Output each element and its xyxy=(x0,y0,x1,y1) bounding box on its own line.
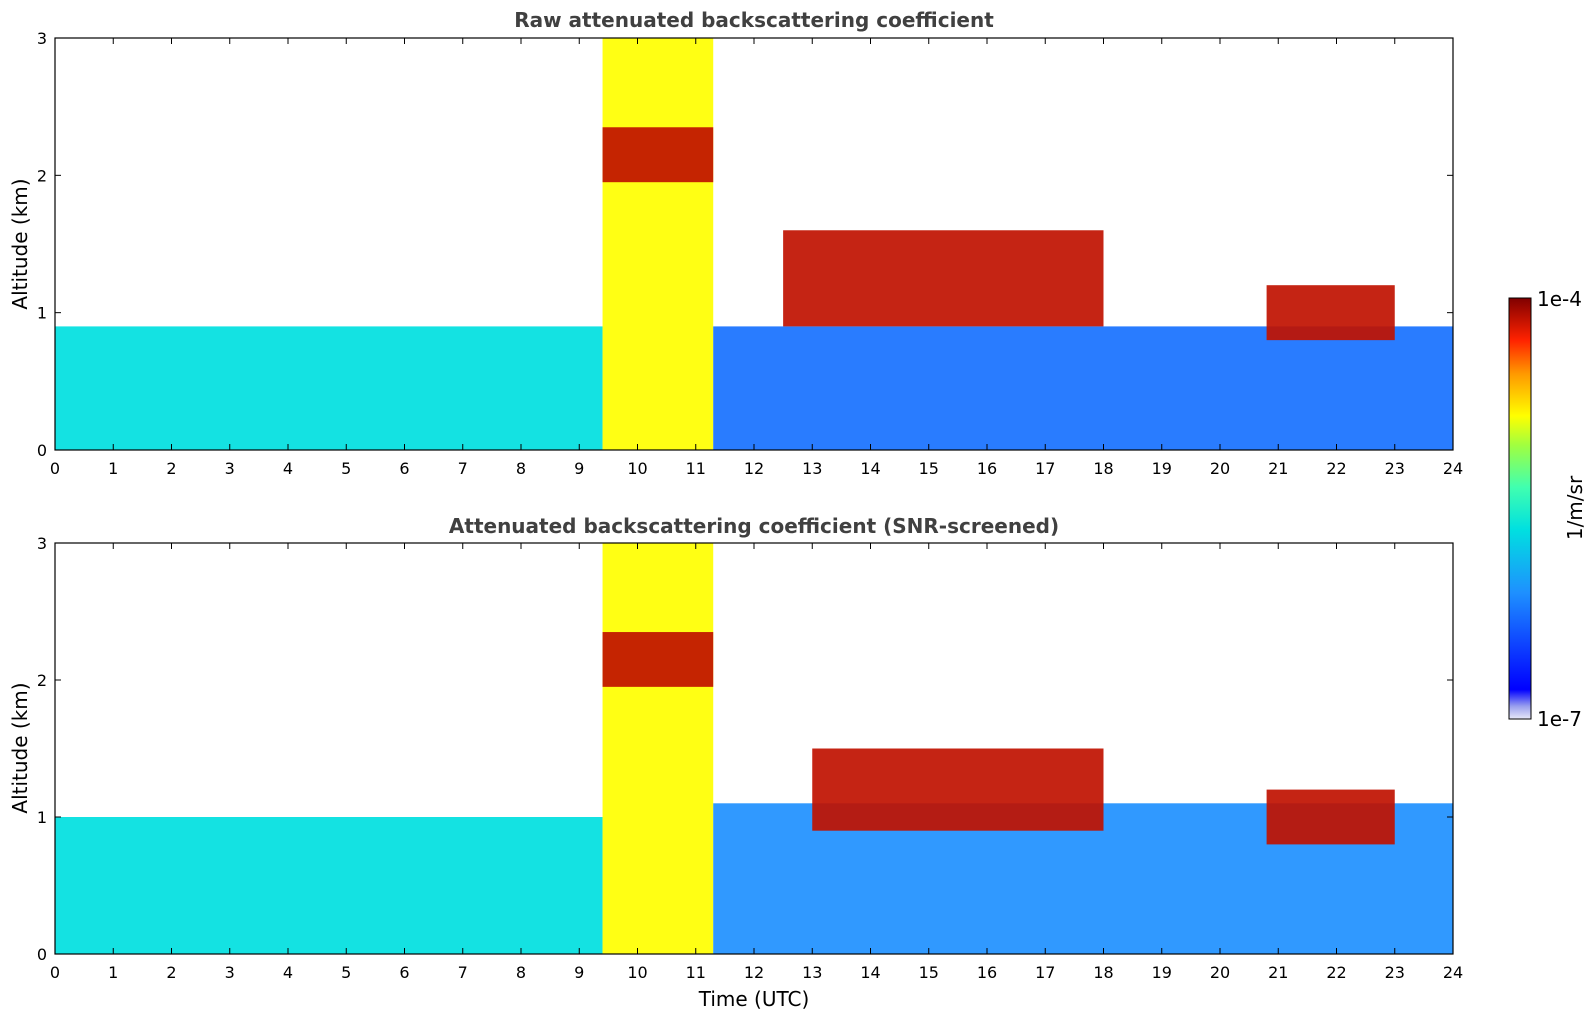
x-tick-label: 1 xyxy=(108,459,118,478)
x-tick-label: 14 xyxy=(860,963,880,982)
x-tick-label: 16 xyxy=(977,459,997,478)
colorbar-gradient xyxy=(1508,297,1532,720)
x-tick-label: 15 xyxy=(919,459,939,478)
x-tick-label: 14 xyxy=(860,459,880,478)
x-tick-label: 11 xyxy=(686,963,706,982)
x-tick-label: 5 xyxy=(341,963,351,982)
y-axis-label: Altitude (km) xyxy=(8,682,32,813)
colorbar-max-label: 1e-4 xyxy=(1537,287,1582,311)
y-tick-label: 0 xyxy=(37,441,47,460)
heatmap-cell xyxy=(812,748,1104,831)
heatmap-cell xyxy=(1266,789,1395,845)
y-tick-label: 2 xyxy=(37,671,47,690)
heatmap-cell xyxy=(55,326,603,450)
x-tick-label: 6 xyxy=(399,459,409,478)
x-tick-label: 6 xyxy=(399,963,409,982)
heatmap-cell xyxy=(1266,285,1395,341)
x-tick-label: 16 xyxy=(977,963,997,982)
raw-backscatter-panel: Raw attenuated backscattering coefficien… xyxy=(8,8,1463,478)
x-tick-label: 3 xyxy=(225,963,235,982)
x-tick-label: 12 xyxy=(744,963,764,982)
x-tick-label: 20 xyxy=(1210,459,1230,478)
x-axis-ticks: 0 1 2 3 4 5 6 7 8 9 10 11 12 13 14 15 16 17 18 19 20 21 22 23 24 xyxy=(50,38,1463,478)
x-tick-label: 7 xyxy=(458,459,468,478)
x-tick-label: 20 xyxy=(1210,963,1230,982)
y-tick-label: 3 xyxy=(37,534,47,553)
x-tick-label: 17 xyxy=(1035,963,1055,982)
x-tick-label: 9 xyxy=(574,459,584,478)
y-tick-label: 2 xyxy=(37,166,47,185)
x-tick-label: 11 xyxy=(686,459,706,478)
heatmap-cell xyxy=(55,817,603,954)
x-tick-label: 24 xyxy=(1443,963,1463,982)
heatmap-cell xyxy=(602,632,714,687)
y-axis-ticks: 0 1 2 3 xyxy=(37,29,1453,460)
x-tick-label: 13 xyxy=(802,963,822,982)
x-tick-label: 0 xyxy=(50,459,60,478)
y-tick-label: 1 xyxy=(37,808,47,827)
x-axis-ticks: 0 1 2 3 4 5 6 7 8 9 10 11 12 13 14 15 16 17 18 19 20 21 22 23 24 xyxy=(50,543,1463,982)
heatmap-cell xyxy=(783,230,1104,327)
x-tick-label: 22 xyxy=(1326,963,1346,982)
y-tick-label: 1 xyxy=(37,304,47,323)
x-tick-label: 21 xyxy=(1268,459,1288,478)
x-tick-label: 1 xyxy=(108,963,118,982)
colorbar-min-label: 1e-7 xyxy=(1537,707,1582,731)
x-tick-label: 2 xyxy=(166,963,176,982)
heatmap xyxy=(55,543,1453,954)
heatmap xyxy=(55,38,1453,450)
x-tick-label: 19 xyxy=(1152,459,1172,478)
x-tick-label: 8 xyxy=(516,963,526,982)
x-tick-label: 18 xyxy=(1093,459,1113,478)
x-tick-label: 13 xyxy=(802,459,822,478)
x-tick-label: 23 xyxy=(1385,963,1405,982)
x-tick-label: 22 xyxy=(1326,459,1346,478)
y-tick-label: 3 xyxy=(37,29,47,48)
x-tick-label: 4 xyxy=(283,963,293,982)
heatmap-cell xyxy=(602,38,714,450)
x-tick-label: 19 xyxy=(1152,963,1172,982)
heatmap-cell xyxy=(713,326,1453,450)
x-tick-label: 4 xyxy=(283,459,293,478)
x-tick-label: 12 xyxy=(744,459,764,478)
x-tick-label: 15 xyxy=(919,963,939,982)
y-axis-ticks: 0 1 2 3 xyxy=(37,534,1453,964)
y-tick-label: 0 xyxy=(37,945,47,964)
x-tick-label: 9 xyxy=(574,963,584,982)
x-tick-label: 8 xyxy=(516,459,526,478)
chart-title: Raw attenuated backscattering coefficien… xyxy=(514,8,994,32)
x-tick-label: 23 xyxy=(1385,459,1405,478)
y-axis-label: Altitude (km) xyxy=(8,178,32,309)
heatmap-cell xyxy=(602,543,714,954)
x-tick-label: 10 xyxy=(627,963,647,982)
x-tick-label: 17 xyxy=(1035,459,1055,478)
x-tick-label: 0 xyxy=(50,963,60,982)
chart-title: Attenuated backscattering coefficient (S… xyxy=(449,514,1059,538)
x-tick-label: 5 xyxy=(341,459,351,478)
x-tick-label: 18 xyxy=(1093,963,1113,982)
x-tick-label: 24 xyxy=(1443,459,1463,478)
x-tick-label: 21 xyxy=(1268,963,1288,982)
x-axis-label: Time (UTC) xyxy=(698,987,810,1011)
x-tick-label: 2 xyxy=(166,459,176,478)
colorbar: 1e-4 1e-7 1/m/sr xyxy=(1508,287,1587,731)
x-tick-label: 10 xyxy=(627,459,647,478)
heatmap-cell xyxy=(602,127,714,183)
x-tick-label: 7 xyxy=(458,963,468,982)
colorbar-unit-label: 1/m/sr xyxy=(1563,475,1587,540)
snr-screened-panel: Attenuated backscattering coefficient (S… xyxy=(8,514,1463,1011)
x-tick-label: 3 xyxy=(225,459,235,478)
